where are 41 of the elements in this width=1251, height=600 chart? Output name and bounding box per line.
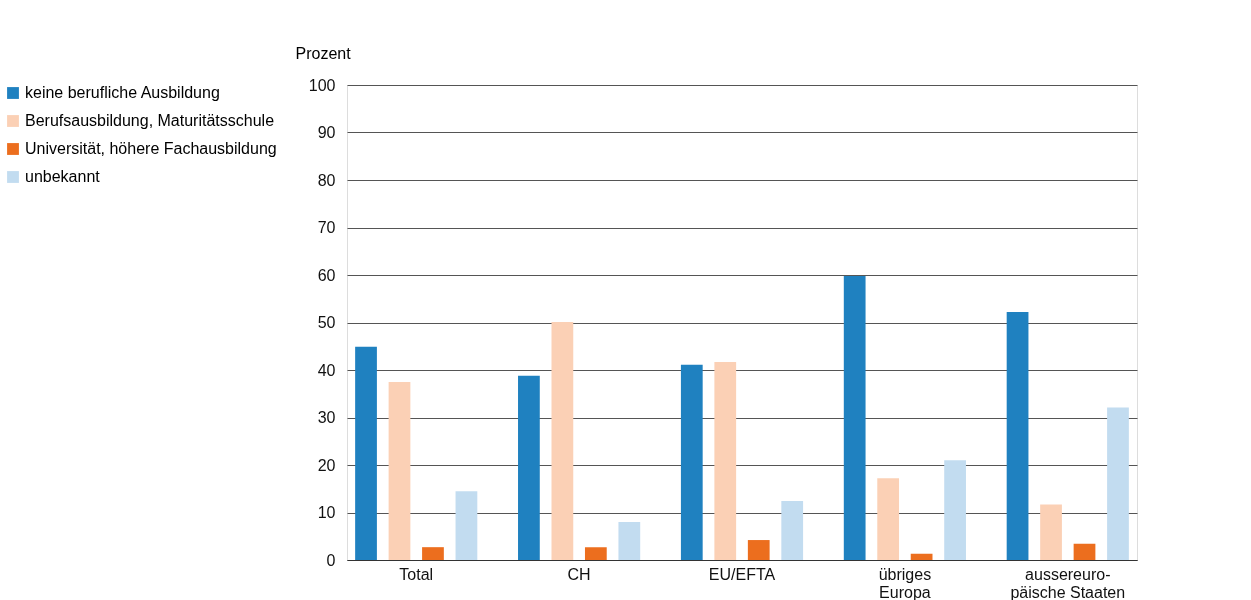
x-tick-label: Total bbox=[399, 565, 434, 583]
bar bbox=[584, 547, 607, 560]
bar bbox=[714, 361, 737, 560]
y-tick-label: 20 bbox=[317, 456, 336, 474]
x-tick-label: EU/EFTA bbox=[708, 565, 776, 583]
y-tick-label: 70 bbox=[317, 219, 336, 236]
y-tick-label: 50 bbox=[317, 314, 336, 331]
legend-label: Berufsausbildung, Maturitätsschule bbox=[25, 112, 275, 129]
y-tick-label: 90 bbox=[317, 124, 336, 141]
bar bbox=[747, 540, 770, 560]
bar bbox=[618, 522, 641, 560]
y-tick-label: 80 bbox=[317, 171, 336, 189]
y-tick-label: 100 bbox=[308, 76, 336, 94]
legend-label: Universität, höhere Fachausbildung bbox=[25, 140, 277, 157]
bar bbox=[843, 275, 866, 560]
bar bbox=[781, 501, 804, 560]
y-tick-label: 40 bbox=[317, 361, 336, 379]
bar bbox=[551, 322, 574, 560]
bar bbox=[422, 547, 444, 560]
x-tick-label: CH bbox=[567, 565, 591, 583]
y-tick-label: 0 bbox=[326, 551, 336, 569]
bar bbox=[1073, 543, 1096, 560]
bar bbox=[1040, 504, 1062, 560]
bar bbox=[910, 553, 933, 560]
y-axis-title: Prozent bbox=[295, 44, 352, 62]
bar bbox=[355, 346, 377, 560]
bar bbox=[455, 491, 478, 560]
bar bbox=[1107, 407, 1129, 560]
y-tick-label: 30 bbox=[317, 409, 336, 426]
y-tick-label: 60 bbox=[317, 266, 336, 284]
bar bbox=[1006, 312, 1029, 560]
legend-label: unbekannt bbox=[25, 168, 101, 185]
bar bbox=[388, 381, 411, 560]
legend-label: keine berufliche Ausbildung bbox=[25, 84, 220, 101]
x-tick-label: übriges Europa bbox=[878, 565, 932, 600]
bar bbox=[680, 364, 703, 560]
bar bbox=[518, 375, 540, 560]
x-tick-label: aussereuro- päische Staaten bbox=[1010, 565, 1126, 600]
y-tick-label: 10 bbox=[317, 504, 336, 521]
bar bbox=[877, 478, 900, 560]
bar bbox=[944, 460, 966, 560]
